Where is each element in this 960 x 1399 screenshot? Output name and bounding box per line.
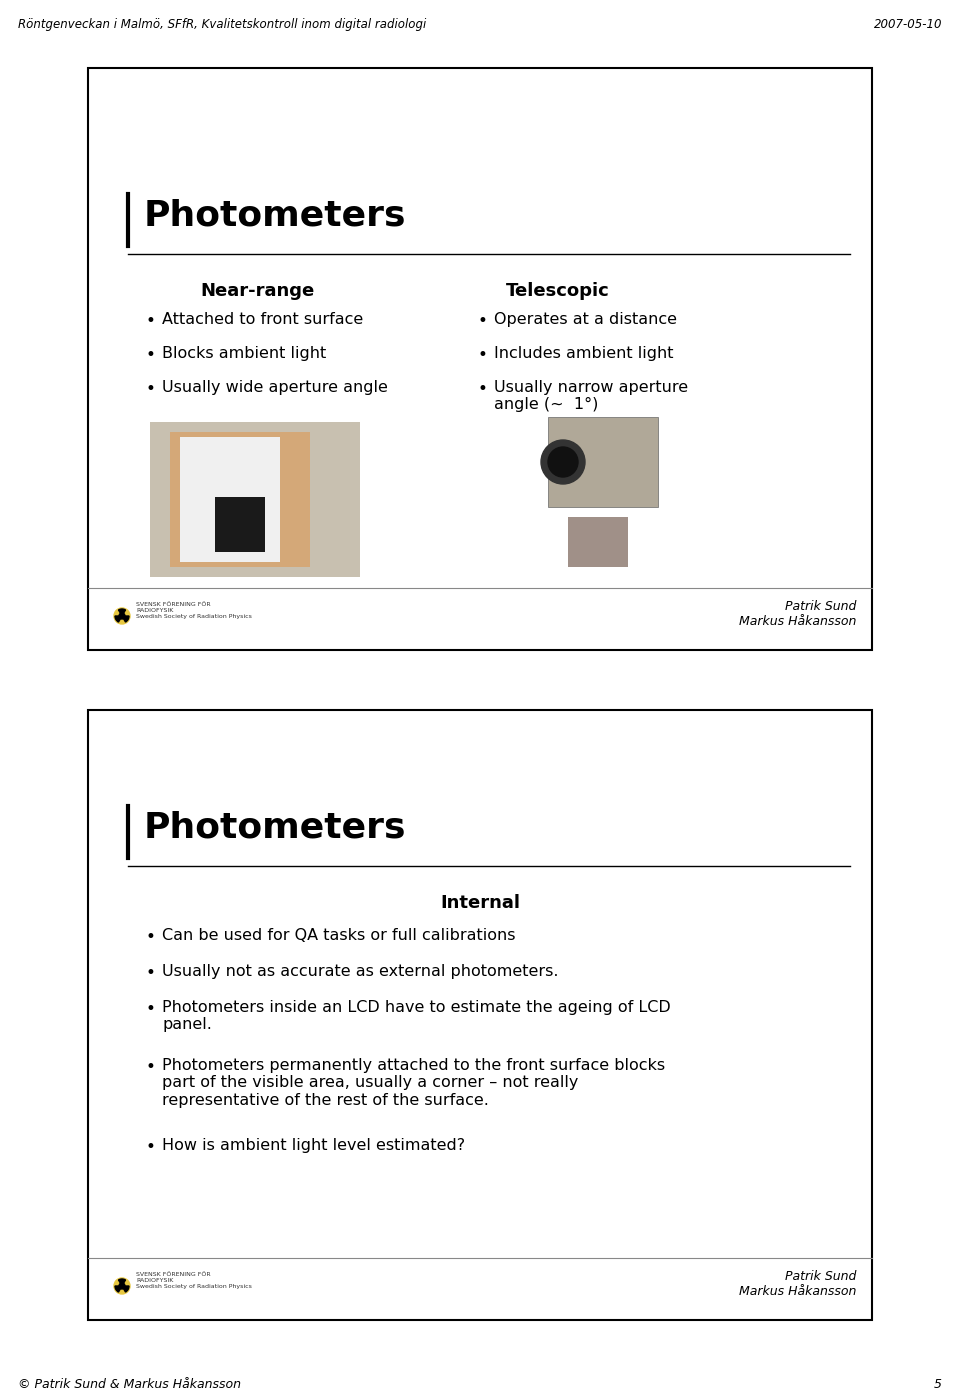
Text: Usually not as accurate as external photometers.: Usually not as accurate as external phot… — [162, 964, 559, 979]
Text: © Patrik Sund & Markus Håkansson: © Patrik Sund & Markus Håkansson — [18, 1378, 241, 1391]
Bar — [548, 417, 658, 506]
Text: 2007-05-10: 2007-05-10 — [874, 18, 942, 31]
Bar — [215, 497, 265, 553]
Text: Photometers: Photometers — [144, 810, 406, 844]
Bar — [210, 477, 270, 547]
Text: Röntgenveckan i Malmö, SFfR, Kvalitetskontroll inom digital radiologi: Röntgenveckan i Malmö, SFfR, Kvalitetsko… — [18, 18, 426, 31]
Text: Near-range: Near-range — [201, 283, 315, 299]
Text: •: • — [146, 928, 156, 946]
Text: Blocks ambient light: Blocks ambient light — [162, 346, 326, 361]
Text: Photometers: Photometers — [144, 199, 406, 232]
Text: Photometers permanently attached to the front surface blocks
part of the visible: Photometers permanently attached to the … — [162, 1058, 665, 1108]
Text: •: • — [478, 346, 488, 364]
Circle shape — [114, 609, 130, 624]
Wedge shape — [122, 616, 129, 623]
Text: 5: 5 — [934, 1378, 942, 1391]
Text: •: • — [146, 964, 156, 982]
Circle shape — [114, 1279, 130, 1294]
Text: •: • — [146, 1058, 156, 1076]
Bar — [518, 382, 693, 537]
Text: •: • — [478, 381, 488, 397]
Circle shape — [119, 1283, 125, 1288]
Text: Patrik Sund
Markus Håkansson: Patrik Sund Markus Håkansson — [738, 1270, 856, 1298]
Bar — [150, 422, 360, 576]
Text: Can be used for QA tasks or full calibrations: Can be used for QA tasks or full calibra… — [162, 928, 516, 943]
Text: •: • — [478, 312, 488, 330]
Text: •: • — [146, 312, 156, 330]
Wedge shape — [122, 1286, 129, 1293]
Text: SVENSK FÖRENING FÖR
RADIOFYSIK
Swedish Society of Radiation Physics: SVENSK FÖRENING FÖR RADIOFYSIK Swedish S… — [136, 602, 252, 618]
Circle shape — [541, 441, 585, 484]
Text: •: • — [146, 346, 156, 364]
FancyBboxPatch shape — [88, 69, 872, 651]
Text: Telescopic: Telescopic — [506, 283, 610, 299]
Circle shape — [548, 448, 578, 477]
Bar — [180, 436, 280, 562]
Text: How is ambient light level estimated?: How is ambient light level estimated? — [162, 1137, 466, 1153]
Bar — [568, 518, 628, 567]
Text: Photometers inside an LCD have to estimate the ageing of LCD
panel.: Photometers inside an LCD have to estima… — [162, 1000, 671, 1032]
Wedge shape — [118, 1279, 126, 1286]
Wedge shape — [118, 609, 126, 616]
Text: Attached to front surface: Attached to front surface — [162, 312, 363, 327]
Text: •: • — [146, 1137, 156, 1156]
Wedge shape — [115, 616, 122, 623]
Text: Internal: Internal — [440, 894, 520, 912]
Text: Usually narrow aperture
angle (~  1°): Usually narrow aperture angle (~ 1°) — [494, 381, 688, 413]
Text: Operates at a distance: Operates at a distance — [494, 312, 677, 327]
Wedge shape — [115, 1286, 122, 1293]
Text: Patrik Sund
Markus Håkansson: Patrik Sund Markus Håkansson — [738, 600, 856, 628]
FancyBboxPatch shape — [88, 711, 872, 1321]
Text: Includes ambient light: Includes ambient light — [494, 346, 674, 361]
Text: Usually wide aperture angle: Usually wide aperture angle — [162, 381, 388, 395]
Circle shape — [119, 613, 125, 618]
Text: •: • — [146, 1000, 156, 1018]
Text: •: • — [146, 381, 156, 397]
Text: SVENSK FÖRENING FÖR
RADIOFYSIK
Swedish Society of Radiation Physics: SVENSK FÖRENING FÖR RADIOFYSIK Swedish S… — [136, 1272, 252, 1288]
Bar — [170, 432, 310, 567]
